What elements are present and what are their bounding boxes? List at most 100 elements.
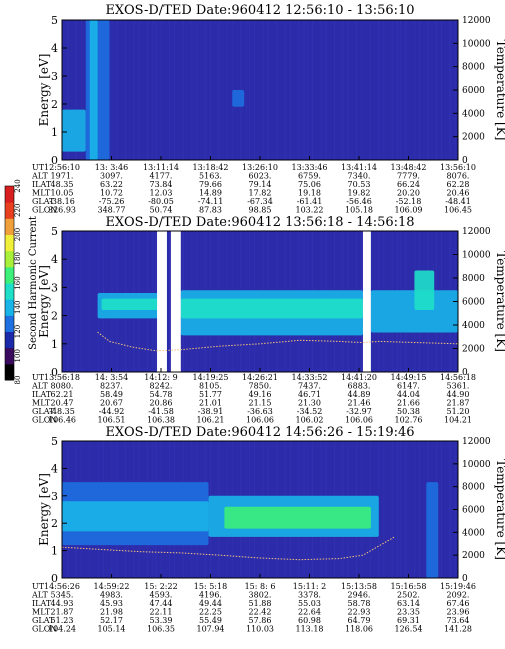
spectrogram-texture bbox=[80, 231, 82, 372]
y2-tick-label: 10000 bbox=[462, 460, 491, 470]
table-cell: 47.44 bbox=[150, 599, 173, 608]
table-cell: 50.74 bbox=[150, 206, 173, 215]
table-cell: 14:41:20 bbox=[341, 373, 377, 382]
table-cell: 13: 3:46 bbox=[95, 163, 128, 172]
table-cell: 15: 8: 6 bbox=[245, 582, 276, 591]
spectrogram-texture bbox=[397, 441, 399, 578]
table-cell: 51.88 bbox=[249, 599, 272, 608]
table-cell: -38.91 bbox=[198, 407, 224, 416]
y-tick-label: 2 bbox=[51, 98, 58, 111]
colorbar-tick-label: 120 bbox=[14, 325, 22, 338]
colorbar-segment bbox=[5, 331, 14, 349]
panel-2: EXOS-D/TED Date:960412 13:56:18 - 14:56:… bbox=[31, 215, 505, 425]
y-tick-label: 1 bbox=[51, 545, 58, 558]
y2-tick-label: 4000 bbox=[462, 528, 485, 538]
table-cell: 45.93 bbox=[100, 599, 123, 608]
spectrogram-texture bbox=[383, 20, 385, 160]
colorbar-segment bbox=[5, 315, 14, 332]
y-axis-label: Energy [eV] bbox=[37, 265, 51, 338]
table-row-name: UT bbox=[32, 373, 45, 382]
spectrogram-texture bbox=[391, 20, 393, 160]
table-cell: 103.22 bbox=[296, 206, 324, 215]
table-cell: 21.66 bbox=[397, 399, 420, 408]
table-cell: 58.78 bbox=[348, 599, 371, 608]
table-cell: 15:13:58 bbox=[341, 582, 377, 591]
table-cell: 8242. bbox=[150, 382, 173, 391]
panel-3: EXOS-D/TED Date:960412 14:56:26 - 15:19:… bbox=[31, 425, 505, 634]
table-cell: 75.06 bbox=[298, 180, 321, 189]
table-cell: 64.79 bbox=[348, 616, 371, 625]
table-cell: 20.20 bbox=[397, 189, 420, 198]
spectrogram-texture bbox=[116, 20, 118, 160]
colorbar-tick-label: 240 bbox=[14, 179, 22, 192]
table-cell: 15:11: 2 bbox=[293, 582, 326, 591]
y-axis-label: Energy [eV] bbox=[37, 54, 51, 127]
table-cell: -67.34 bbox=[247, 197, 273, 206]
table-cell: -38.16 bbox=[49, 197, 75, 206]
spectrogram-texture bbox=[276, 20, 278, 160]
table-row-name: GLAT bbox=[32, 616, 55, 625]
table-cell: 12:56:10 bbox=[44, 163, 80, 172]
y2-axis-label: Temperature [K] bbox=[494, 40, 505, 141]
table-cell: 7437. bbox=[298, 382, 321, 391]
table-cell: 106.21 bbox=[197, 416, 225, 425]
colorbar-segment bbox=[5, 202, 14, 219]
temperature-trace bbox=[97, 331, 459, 352]
table-cell: 106.45 bbox=[444, 206, 472, 215]
spectrogram-texture bbox=[124, 20, 126, 160]
table-cell: -48.35 bbox=[49, 407, 75, 416]
y2-axis-label: Temperature [K] bbox=[494, 459, 505, 560]
table-cell: 57.86 bbox=[249, 616, 272, 625]
y-tick-label: 3 bbox=[51, 490, 58, 503]
table-cell: 14:26:21 bbox=[242, 373, 278, 382]
table-row-name: GLON bbox=[32, 625, 57, 634]
table-row-name: ALT bbox=[31, 172, 48, 181]
table-cell: -75.26 bbox=[99, 197, 125, 206]
spectrogram-texture bbox=[419, 20, 421, 160]
table-cell: 348.77 bbox=[98, 206, 126, 215]
table-cell: 21.30 bbox=[298, 399, 321, 408]
colorbar-tick-label: 80 bbox=[14, 376, 22, 385]
y2-tick-label: 12000 bbox=[462, 437, 491, 447]
table-cell: -32.97 bbox=[346, 407, 372, 416]
spectrogram-texture bbox=[80, 20, 82, 160]
colorbar-segment bbox=[5, 186, 14, 203]
spectrogram-texture bbox=[289, 20, 291, 160]
spectrogram-texture bbox=[435, 20, 437, 160]
spectrogram-texture bbox=[174, 20, 176, 160]
table-cell: 70.53 bbox=[348, 180, 371, 189]
y2-axis-label: Temperature [K] bbox=[494, 251, 505, 352]
intensity-band bbox=[89, 20, 98, 160]
y2-tick-label: 6000 bbox=[462, 506, 485, 516]
table-cell: 2092. bbox=[447, 591, 470, 600]
table-cell: 14: 3:54 bbox=[95, 373, 128, 382]
table-cell: 13:56:10 bbox=[440, 163, 476, 172]
y-tick-label: 1 bbox=[51, 338, 58, 351]
table-cell: 14:59:22 bbox=[94, 582, 130, 591]
spectrogram-texture bbox=[89, 231, 91, 372]
table-cell: -56.46 bbox=[346, 197, 372, 206]
table-cell: 63.22 bbox=[100, 180, 123, 189]
spectrogram-texture bbox=[248, 20, 250, 160]
table-cell: 3378. bbox=[298, 591, 321, 600]
y-tick-label: 2 bbox=[51, 517, 58, 530]
table-cell: 4177. bbox=[150, 172, 173, 181]
table-cell: 13:56:18 bbox=[44, 373, 80, 382]
table-cell: 8237. bbox=[100, 382, 123, 391]
table-cell: 19.18 bbox=[298, 189, 321, 198]
table-cell: 21.46 bbox=[348, 399, 371, 408]
table-cell: 23.35 bbox=[397, 608, 420, 617]
spectrogram-texture bbox=[210, 20, 212, 160]
table-cell: 106.35 bbox=[147, 625, 175, 634]
colorbar-tick-label: 220 bbox=[14, 204, 22, 217]
table-cell: 55.03 bbox=[298, 599, 321, 608]
table-cell: 79.66 bbox=[199, 180, 222, 189]
table-cell: 15: 2:22 bbox=[144, 582, 177, 591]
table-cell: 20.86 bbox=[150, 399, 173, 408]
table-cell: 6759. bbox=[298, 172, 321, 181]
table-row-name: GLAT bbox=[32, 197, 55, 206]
intensity-band bbox=[370, 290, 458, 333]
table-cell: 105.18 bbox=[345, 206, 373, 215]
table-cell: 22.11 bbox=[150, 608, 173, 617]
table-cell: 14.89 bbox=[199, 189, 222, 198]
